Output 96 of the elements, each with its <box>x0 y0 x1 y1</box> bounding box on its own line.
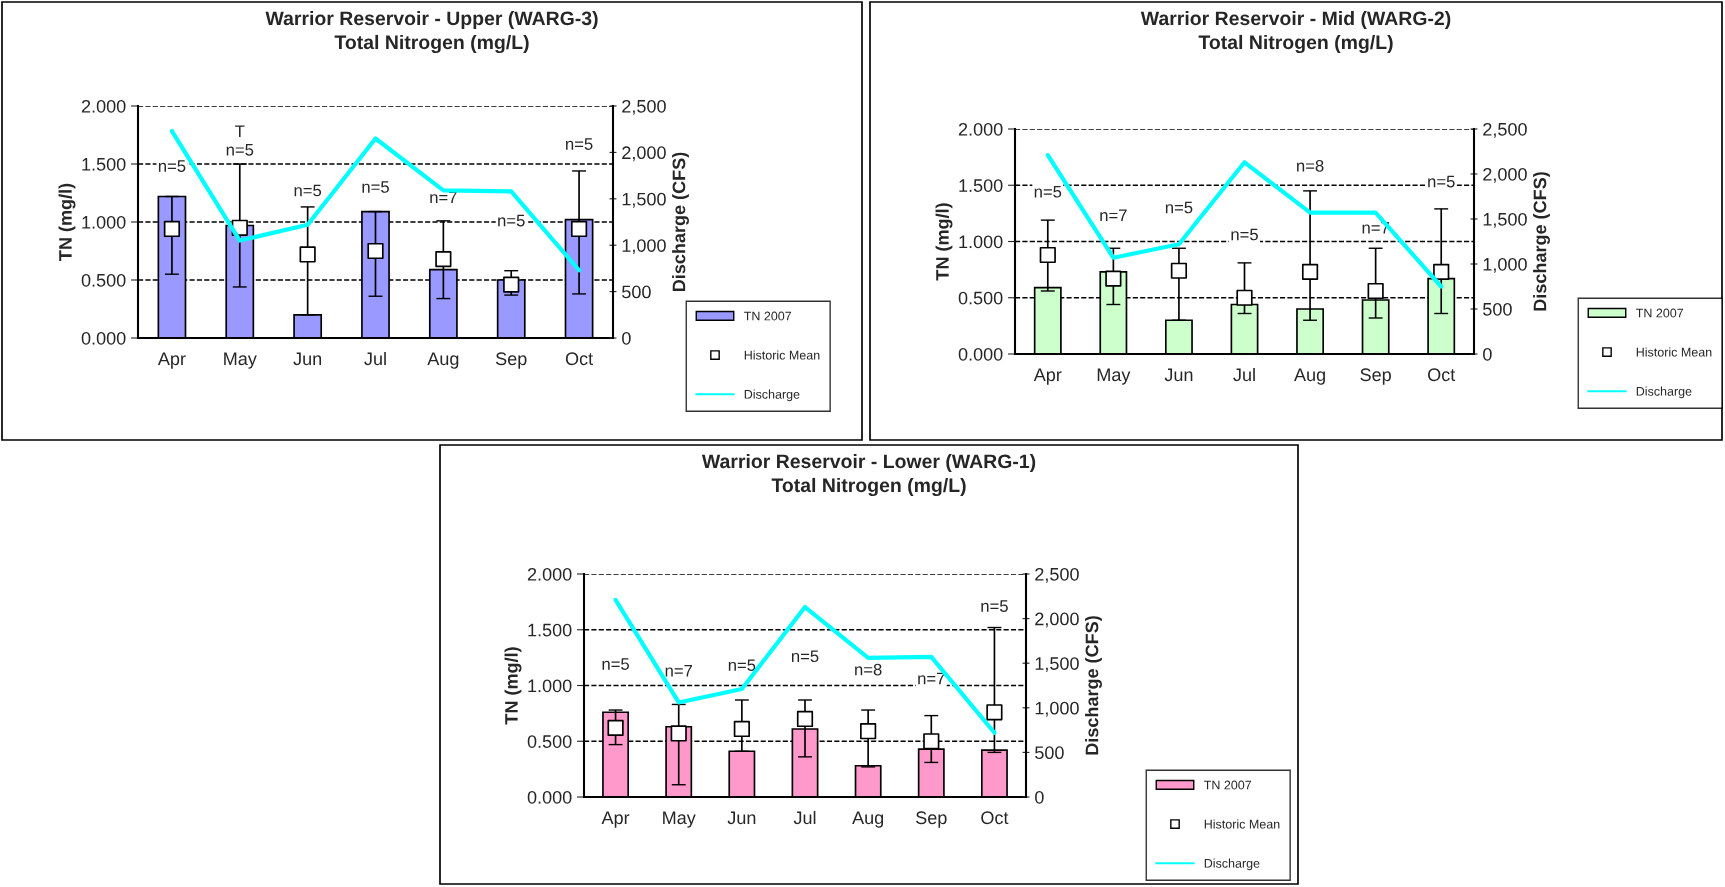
annotation: n=7 <box>430 191 457 204</box>
x-tick-label: Aug <box>852 811 884 828</box>
y2-tick-label: 2,500 <box>1035 567 1079 583</box>
y2-tick-label: 2,500 <box>622 99 666 115</box>
x-tick-label: Oct <box>1428 368 1456 382</box>
y2-axis-title: Discharge (CFS) <box>672 152 689 292</box>
y2-tick-label: 2,000 <box>1483 167 1527 183</box>
y-tick-label: 0.500 <box>527 735 572 748</box>
annotation: n=5 <box>226 144 254 156</box>
annotation: n=5 <box>1034 185 1062 198</box>
annotation: n=7 <box>918 672 945 685</box>
y-tick-label: 1.500 <box>959 179 1003 192</box>
y-axis-title: TN (mg/l) <box>935 203 953 281</box>
y2-tick-label: 1,000 <box>1483 257 1527 273</box>
x-tick-label: Apr <box>601 811 630 828</box>
x-tick-label: Apr <box>1033 368 1062 385</box>
y2-tick-label: 1,500 <box>622 192 666 208</box>
chart-title: Warrior Reservoir - Mid (WARG-2) <box>1140 10 1451 30</box>
annotation: n=7 <box>1100 209 1127 222</box>
legend-label: TN 2007 <box>1204 780 1252 790</box>
y-tick-label: 0.500 <box>81 273 126 287</box>
legend-label: Historic Mean <box>1636 347 1712 357</box>
x-tick-label: Sep <box>495 352 527 369</box>
annotation: n=5 <box>362 181 389 193</box>
y2-tick-label: 1,000 <box>1035 701 1079 717</box>
y2-tick-label: 2,500 <box>1483 122 1527 138</box>
annotation: n=5 <box>981 600 1008 612</box>
legend-label: Historic Mean <box>1204 819 1280 829</box>
annotation: n=5 <box>1428 175 1455 188</box>
x-tick-label: Jul <box>793 810 816 825</box>
y-tick-label: 2.000 <box>958 122 1003 136</box>
x-tick-label: Jun <box>1164 368 1193 382</box>
x-tick-label: Jun <box>727 811 756 825</box>
x-tick-label: Sep <box>1360 368 1391 385</box>
y-tick-label: 1.500 <box>528 623 572 637</box>
y-tick-label: 0.000 <box>958 347 1003 361</box>
chart-subtitle: Total Nitrogen (mg/L) <box>334 34 529 54</box>
y-tick-label: 0.000 <box>527 790 572 804</box>
y2-tick-label: 1,500 <box>1035 657 1079 673</box>
legend-label: Historic Mean <box>744 350 820 360</box>
annotation: n=7 <box>665 664 693 677</box>
annotation: n=5 <box>728 659 756 672</box>
chart-subtitle: Total Nitrogen (mg/L) <box>771 477 966 497</box>
x-tick-label: Jul <box>1233 367 1255 382</box>
x-tick-label: May <box>663 811 696 828</box>
y2-tick-label: 2,000 <box>1035 612 1079 628</box>
annotation: n=8 <box>1297 159 1324 172</box>
legend-label: Discharge <box>744 389 800 402</box>
y-tick-label: 1.500 <box>82 157 126 171</box>
chart-title: Warrior Reservoir - Lower (WARG-1) <box>701 453 1036 473</box>
x-tick-label: Jul <box>364 351 386 366</box>
annotation: n=5 <box>1231 228 1258 241</box>
y2-axis-title: Discharge (CFS) <box>1085 616 1102 755</box>
annotation: n=5 <box>294 184 322 197</box>
y-tick-label: 0.000 <box>81 331 126 345</box>
y2-tick-label: 0 <box>1035 790 1044 804</box>
y2-tick-label: 1,500 <box>1483 212 1527 228</box>
y2-tick-label: 0 <box>1483 347 1492 361</box>
y-tick-label: 1.000 <box>959 235 1003 249</box>
legend-label: TN 2007 <box>744 311 792 321</box>
legend-label: Discharge <box>1636 386 1692 399</box>
x-tick-label: May <box>224 352 257 369</box>
y2-tick-label: 500 <box>1483 302 1512 316</box>
y2-axis-title: Discharge (CFS) <box>1533 172 1550 311</box>
y-axis-title: TN (mg/l) <box>58 183 76 261</box>
y-tick-label: 2.000 <box>527 567 572 581</box>
y-axis-title: TN (mg/l) <box>504 647 522 725</box>
y2-tick-label: 2,000 <box>622 146 666 162</box>
annotation: n=5 <box>498 214 525 227</box>
annotation: T <box>235 125 245 137</box>
annotation: n=5 <box>158 160 186 172</box>
y2-tick-label: 500 <box>622 285 651 299</box>
annotation: n=8 <box>855 663 882 676</box>
legend-label: Discharge <box>1204 858 1260 871</box>
y2-tick-label: 0 <box>622 331 631 345</box>
x-tick-label: May <box>1097 368 1131 385</box>
annotation: n=5 <box>1165 201 1193 214</box>
chart-subtitle: Total Nitrogen (mg/L) <box>1198 34 1393 54</box>
y-tick-label: 0.500 <box>958 291 1003 305</box>
y-tick-label: 1.000 <box>82 215 126 229</box>
chart-title: Warrior Reservoir - Upper (WARG-3) <box>265 10 598 30</box>
x-tick-label: Aug <box>1294 368 1325 385</box>
legend-label: TN 2007 <box>1636 308 1684 318</box>
y-tick-label: 1.000 <box>528 679 572 693</box>
y-tick-label: 2.000 <box>81 99 126 113</box>
annotation: n=5 <box>602 658 630 670</box>
x-tick-label: Sep <box>916 811 947 828</box>
x-tick-label: Oct <box>565 352 593 366</box>
x-tick-label: Apr <box>157 352 186 369</box>
x-tick-label: Oct <box>981 811 1009 825</box>
annotation: n=5 <box>791 650 819 663</box>
y2-tick-label: 1,000 <box>622 239 666 255</box>
x-tick-label: Aug <box>427 352 459 369</box>
y2-tick-label: 500 <box>1035 746 1064 760</box>
x-tick-label: Jun <box>293 352 322 366</box>
annotation: n=5 <box>566 138 593 150</box>
